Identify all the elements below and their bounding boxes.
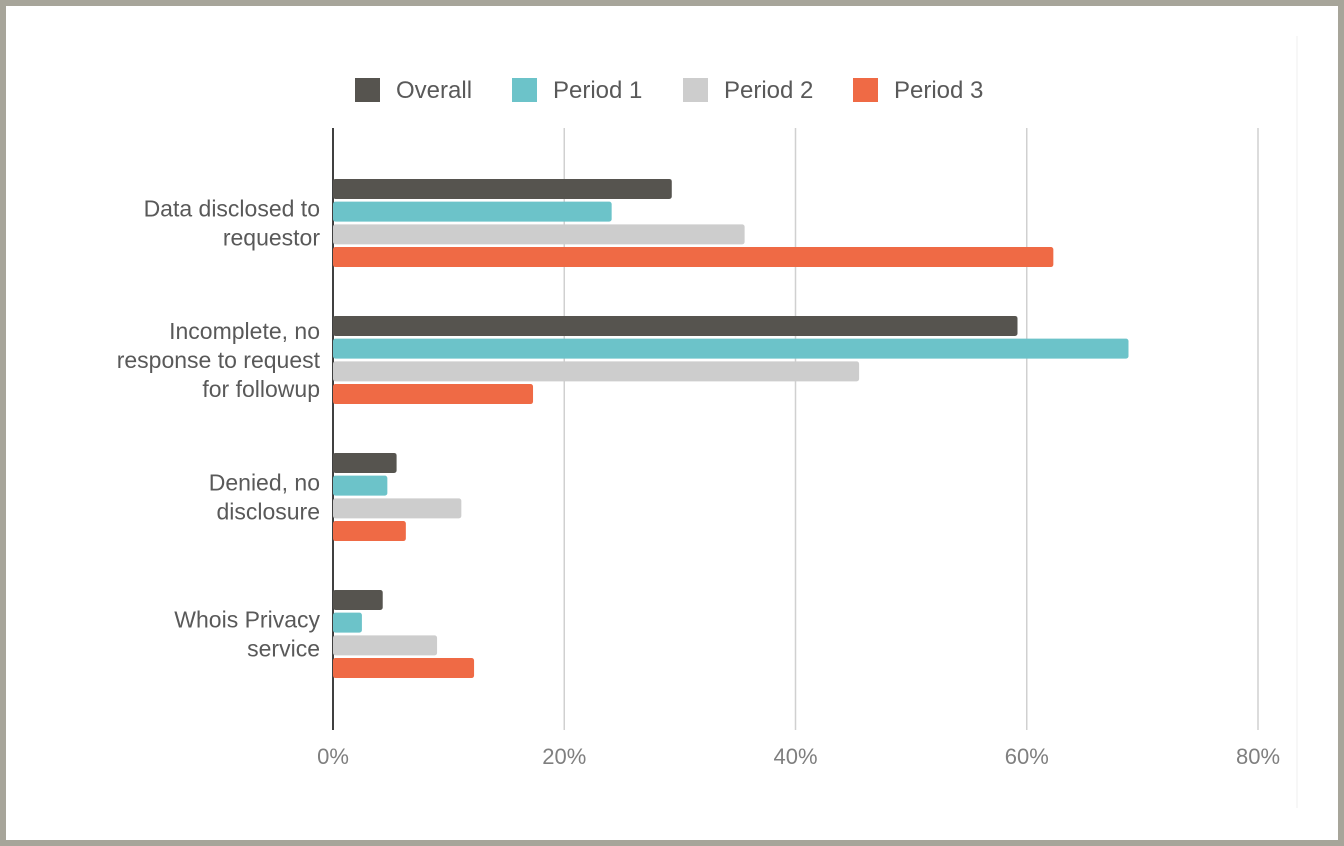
bar-period-2-2 — [333, 361, 860, 382]
x-tick-label-40: 40% — [773, 744, 817, 769]
x-tick-label-60: 60% — [1005, 744, 1049, 769]
legend-swatch-period-3 — [853, 78, 878, 102]
category-label-4: Whois Privacy service — [174, 607, 320, 662]
bar-period-1-1 — [333, 201, 612, 222]
legend-label-period-1: Period 1 — [553, 77, 642, 104]
bar-overall-4 — [333, 589, 383, 610]
bar-period-2-4 — [333, 635, 438, 656]
legend-label-period-2: Period 2 — [724, 77, 813, 104]
bar-period-2-3 — [333, 498, 462, 519]
bar-period-1-4 — [333, 612, 362, 633]
bar-period-2-1 — [333, 224, 745, 245]
legend-label-overall: Overall — [396, 77, 472, 104]
bar-period-3-1 — [333, 247, 1054, 268]
category-label-1: Data disclosed to requestor — [144, 196, 321, 251]
bar-period-3-2 — [333, 384, 534, 405]
x-tick-label-80: 80% — [1236, 744, 1280, 769]
legend-label-period-3: Period 3 — [894, 77, 983, 104]
category-label-3: Denied, no disclosure — [209, 470, 320, 525]
bar-overall-3 — [333, 452, 397, 473]
bar-overall-2 — [333, 315, 1018, 336]
legend-swatch-period-2 — [683, 78, 708, 102]
category-label-2: Incomplete, no response to request for fol… — [117, 318, 321, 402]
bar-period-3-3 — [333, 521, 406, 542]
bar-period-3-4 — [333, 658, 475, 679]
bar-overall-1 — [333, 178, 672, 199]
bar-period-1-3 — [333, 475, 388, 496]
legend-swatch-overall — [355, 78, 380, 102]
x-tick-label-0: 0% — [317, 744, 349, 769]
x-tick-label-20: 20% — [542, 744, 586, 769]
bar-period-1-2 — [333, 338, 1129, 359]
legend-swatch-period-1 — [512, 78, 537, 102]
